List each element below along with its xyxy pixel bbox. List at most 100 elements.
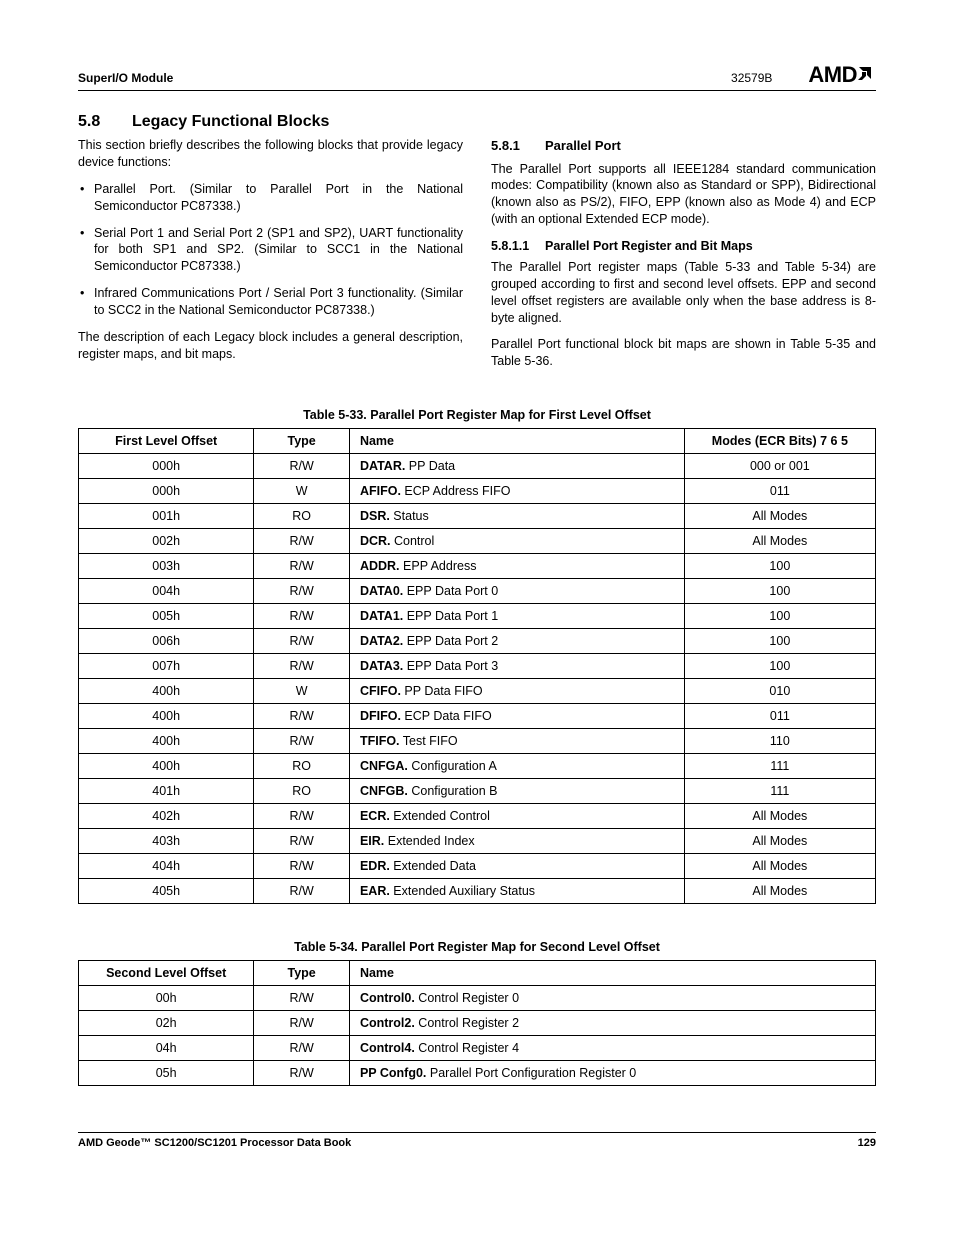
cell-type: RO (254, 779, 350, 804)
bullet-item: Infrared Communications Port / Serial Po… (78, 285, 463, 319)
subsubsection-heading: 5.8.1.1Parallel Port Register and Bit Ma… (491, 238, 876, 255)
table-row: 006hR/WDATA2. EPP Data Port 2100 (79, 629, 876, 654)
cell-name: PP Confg0. Parallel Port Configuration R… (349, 1061, 875, 1086)
table-row: 000hWAFIFO. ECP Address FIFO011 (79, 479, 876, 504)
cell-name: CNFGB. Configuration B (349, 779, 684, 804)
cell-type: R/W (254, 854, 350, 879)
header-docnum: 32579B (731, 71, 772, 85)
table-row: 405hR/WEAR. Extended Auxiliary StatusAll… (79, 879, 876, 904)
left-column: This section briefly describes the follo… (78, 137, 463, 380)
cell-type: R/W (254, 554, 350, 579)
cell-modes: 100 (684, 629, 875, 654)
cell-modes: 100 (684, 554, 875, 579)
table-row: 404hR/WEDR. Extended DataAll Modes (79, 854, 876, 879)
cell-modes: All Modes (684, 829, 875, 854)
cell-type: RO (254, 504, 350, 529)
cell-modes: 011 (684, 704, 875, 729)
cell-modes: 000 or 001 (684, 454, 875, 479)
cell-name: DFIFO. ECP Data FIFO (349, 704, 684, 729)
footer-pagenum: 129 (858, 1137, 876, 1149)
cell-offset: 401h (79, 779, 254, 804)
table-row: 401hROCNFGB. Configuration B111 (79, 779, 876, 804)
cell-modes: 010 (684, 679, 875, 704)
cell-type: R/W (254, 1061, 350, 1086)
table-row: 02hR/WControl2. Control Register 2 (79, 1011, 876, 1036)
table-row: 400hR/WTFIFO. Test FIFO110 (79, 729, 876, 754)
cell-offset: 05h (79, 1061, 254, 1086)
cell-type: R/W (254, 986, 350, 1011)
table-caption-34: Table 5-34. Parallel Port Register Map f… (78, 940, 876, 954)
cell-offset: 007h (79, 654, 254, 679)
cell-type: R/W (254, 604, 350, 629)
cell-type: R/W (254, 1011, 350, 1036)
th-offset: First Level Offset (79, 429, 254, 454)
cell-offset: 003h (79, 554, 254, 579)
cell-name: DATA3. EPP Data Port 3 (349, 654, 684, 679)
cell-type: R/W (254, 804, 350, 829)
cell-modes: 100 (684, 579, 875, 604)
cell-name: AFIFO. ECP Address FIFO (349, 479, 684, 504)
para: The Parallel Port register maps (Table 5… (491, 259, 876, 327)
table-row: 007hR/WDATA3. EPP Data Port 3100 (79, 654, 876, 679)
cell-name: DCR. Control (349, 529, 684, 554)
cell-name: Control2. Control Register 2 (349, 1011, 875, 1036)
table-row: 003hR/WADDR. EPP Address100 (79, 554, 876, 579)
bullet-item: Parallel Port. (Similar to Parallel Port… (78, 181, 463, 215)
cell-type: RO (254, 754, 350, 779)
cell-offset: 004h (79, 579, 254, 604)
section-heading: 5.8Legacy Functional Blocks (78, 113, 876, 131)
cell-type: R/W (254, 704, 350, 729)
cell-type: R/W (254, 529, 350, 554)
table-row: 00hR/WControl0. Control Register 0 (79, 986, 876, 1011)
th-modes: Modes (ECR Bits) 7 6 5 (684, 429, 875, 454)
th-name: Name (349, 961, 875, 986)
brand-arrow-icon (858, 62, 876, 88)
table-row: 403hR/WEIR. Extended IndexAll Modes (79, 829, 876, 854)
cell-name: DSR. Status (349, 504, 684, 529)
cell-name: EAR. Extended Auxiliary Status (349, 879, 684, 904)
cell-offset: 400h (79, 754, 254, 779)
cell-name: TFIFO. Test FIFO (349, 729, 684, 754)
table-row: 001hRODSR. StatusAll Modes (79, 504, 876, 529)
cell-type: R/W (254, 1036, 350, 1061)
cell-modes: 011 (684, 479, 875, 504)
cell-name: Control4. Control Register 4 (349, 1036, 875, 1061)
cell-name: Control0. Control Register 0 (349, 986, 875, 1011)
table-row: 004hR/WDATA0. EPP Data Port 0100 (79, 579, 876, 604)
cell-modes: All Modes (684, 879, 875, 904)
cell-type: R/W (254, 879, 350, 904)
cell-offset: 400h (79, 679, 254, 704)
cell-type: R/W (254, 654, 350, 679)
cell-name: EIR. Extended Index (349, 829, 684, 854)
table-row: 002hR/WDCR. ControlAll Modes (79, 529, 876, 554)
cell-offset: 02h (79, 1011, 254, 1036)
subsubsection-title: Parallel Port Register and Bit Maps (545, 239, 753, 253)
header-module: SuperI/O Module (78, 71, 173, 85)
cell-modes: 100 (684, 604, 875, 629)
table-row: 400hROCNFGA. Configuration A111 (79, 754, 876, 779)
cell-offset: 002h (79, 529, 254, 554)
cell-name: DATA2. EPP Data Port 2 (349, 629, 684, 654)
table-row: 402hR/WECR. Extended ControlAll Modes (79, 804, 876, 829)
cell-offset: 405h (79, 879, 254, 904)
cell-name: DATA0. EPP Data Port 0 (349, 579, 684, 604)
cell-type: R/W (254, 579, 350, 604)
table-34: Second Level OffsetTypeName00hR/WControl… (78, 960, 876, 1086)
cell-offset: 402h (79, 804, 254, 829)
bullet-list: Parallel Port. (Similar to Parallel Port… (78, 181, 463, 319)
table-row: 400hWCFIFO. PP Data FIFO010 (79, 679, 876, 704)
cell-type: W (254, 679, 350, 704)
subsection-num: 5.8.1 (491, 137, 545, 155)
cell-name: DATAR. PP Data (349, 454, 684, 479)
right-column: 5.8.1Parallel Port The Parallel Port sup… (491, 137, 876, 380)
cell-modes: All Modes (684, 529, 875, 554)
cell-type: R/W (254, 454, 350, 479)
subsection-heading: 5.8.1Parallel Port (491, 137, 876, 155)
cell-offset: 001h (79, 504, 254, 529)
cell-offset: 006h (79, 629, 254, 654)
cell-modes: All Modes (684, 504, 875, 529)
section-title: Legacy Functional Blocks (132, 113, 329, 130)
table-row: 04hR/WControl4. Control Register 4 (79, 1036, 876, 1061)
cell-type: R/W (254, 729, 350, 754)
th-name: Name (349, 429, 684, 454)
